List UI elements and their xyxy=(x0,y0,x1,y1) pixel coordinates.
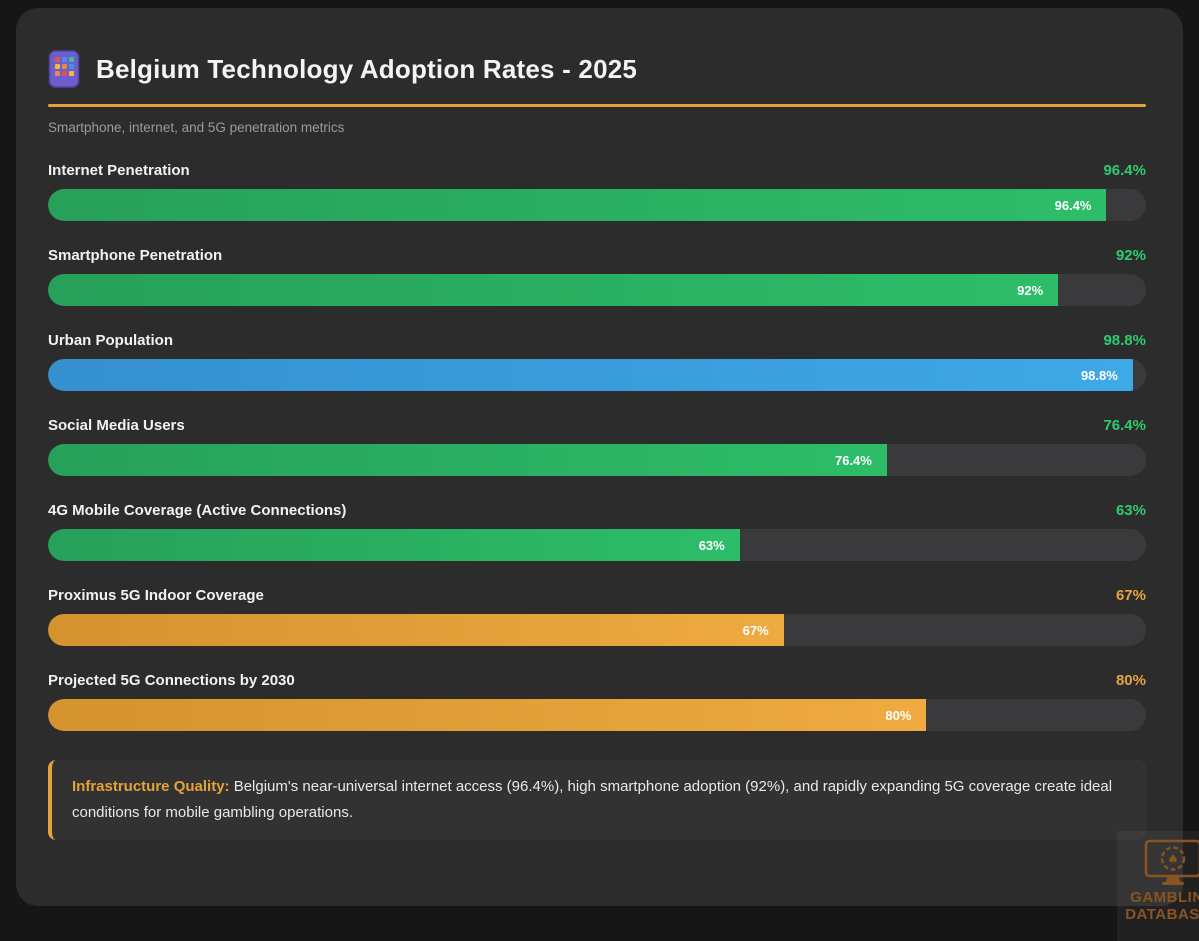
note-text: Belgium's near-universal internet access… xyxy=(72,778,1113,821)
bar-fill: 98.8% xyxy=(48,359,1133,391)
bar-fill: 96.4% xyxy=(48,189,1107,221)
bar-fill: 76.4% xyxy=(48,444,887,476)
bar-value-label: 96.4% xyxy=(1054,197,1092,213)
watermark-text-line1: GAMBLING xyxy=(1130,889,1199,906)
metric-value: 98.8% xyxy=(1103,332,1146,349)
title-underline xyxy=(48,104,1146,107)
chart-subtitle: Smartphone, internet, and 5G penetration… xyxy=(48,120,345,135)
bar-track: 76.4% xyxy=(48,444,1146,476)
bar-value-label: 92% xyxy=(1017,282,1044,298)
bar-value-label: 98.8% xyxy=(1080,367,1118,383)
infrastructure-note: Infrastructure Quality: Belgium's near-u… xyxy=(48,760,1146,840)
bar-track: 67% xyxy=(48,614,1146,646)
metric-value: 96.4% xyxy=(1103,162,1146,179)
metric-row: Proximus 5G Indoor Coverage 67% 67% xyxy=(48,587,1146,646)
bar-track: 96.4% xyxy=(48,189,1146,221)
metric-label: Social Media Users xyxy=(48,417,185,434)
metric-row: Internet Penetration 96.4% 96.4% xyxy=(48,162,1146,221)
metric-row: 4G Mobile Coverage (Active Connections) 6… xyxy=(48,502,1146,561)
chart-card: Belgium Technology Adoption Rates - 2025… xyxy=(16,8,1183,906)
metric-value: 80% xyxy=(1115,672,1146,689)
gambling-databases-watermark: ♠ GAMBLING DATABASES xyxy=(1117,831,1199,941)
metric-row: Urban Population 98.8% 98.8% xyxy=(48,332,1146,391)
note-label: Infrastructure Quality: xyxy=(72,778,230,795)
metric-value: 63% xyxy=(1115,502,1146,519)
metric-label: 4G Mobile Coverage (Active Connections) xyxy=(48,502,347,519)
bar-value-label: 80% xyxy=(885,707,912,723)
bar-fill: 67% xyxy=(48,614,784,646)
metric-label: Smartphone Penetration xyxy=(48,247,223,264)
bar-track: 92% xyxy=(48,274,1146,306)
mobile-phone-icon xyxy=(48,50,80,88)
metric-label: Internet Penetration xyxy=(48,162,190,179)
metric-label: Projected 5G Connections by 2030 xyxy=(48,672,295,689)
metric-row: Projected 5G Connections by 2030 80% 80% xyxy=(48,672,1146,731)
metric-value: 67% xyxy=(1115,587,1146,604)
bar-fill: 80% xyxy=(48,699,927,731)
metric-value: 92% xyxy=(1115,247,1146,264)
bar-fill: 92% xyxy=(48,274,1059,306)
metric-label: Proximus 5G Indoor Coverage xyxy=(48,587,264,604)
bar-value-label: 67% xyxy=(742,622,769,638)
bar-track: 98.8% xyxy=(48,359,1146,391)
bar-fill: 63% xyxy=(48,529,740,561)
bar-value-label: 63% xyxy=(698,537,725,553)
page-title: Belgium Technology Adoption Rates - 2025 xyxy=(96,53,638,84)
metric-row: Smartphone Penetration 92% 92% xyxy=(48,247,1146,306)
svg-text:♠: ♠ xyxy=(1167,853,1179,868)
bar-value-label: 76.4% xyxy=(834,452,872,468)
gambling-databases-logo-icon: ♠ xyxy=(1144,839,1199,885)
metric-value: 76.4% xyxy=(1103,417,1146,434)
metrics-list: Internet Penetration 96.4% 96.4% Smartphone… xyxy=(48,162,1146,731)
watermark-text-line2: DATABASES xyxy=(1125,906,1199,923)
bar-track: 63% xyxy=(48,529,1146,561)
metric-label: Urban Population xyxy=(48,332,173,349)
chart-header: Belgium Technology Adoption Rates - 2025 xyxy=(48,50,1146,88)
bar-track: 80% xyxy=(48,699,1146,731)
metric-row: Social Media Users 76.4% 76.4% xyxy=(48,417,1146,476)
